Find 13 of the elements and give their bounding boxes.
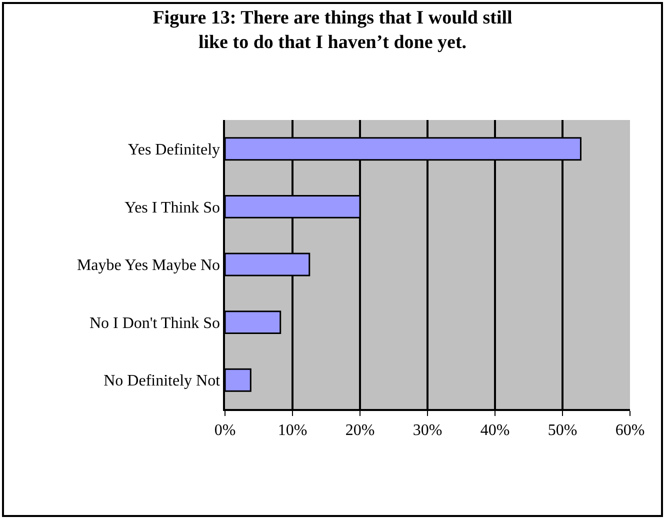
x-tick-label: 20% (345, 422, 375, 439)
y-tick-label: Maybe Yes Maybe No (76, 257, 220, 274)
x-tick-label: 60% (615, 422, 645, 439)
y-tick-label: Yes Definitely (128, 142, 220, 158)
x-tick-label: 0% (214, 422, 236, 439)
x-tick-label: 30% (412, 422, 442, 439)
chart-title: Figure 13: There are things that I would still like to do that I haven’t done yet. (152, 7, 512, 54)
y-tick-label: No I Don't Think So (89, 314, 220, 332)
y-tick-label: No Definitely Not (104, 372, 221, 390)
x-tick-label: 50% (548, 422, 578, 439)
y-tick-label: Yes I Think So (124, 199, 220, 216)
x-tick-label: 40% (480, 422, 510, 439)
x-tick-label: 10% (278, 422, 308, 439)
